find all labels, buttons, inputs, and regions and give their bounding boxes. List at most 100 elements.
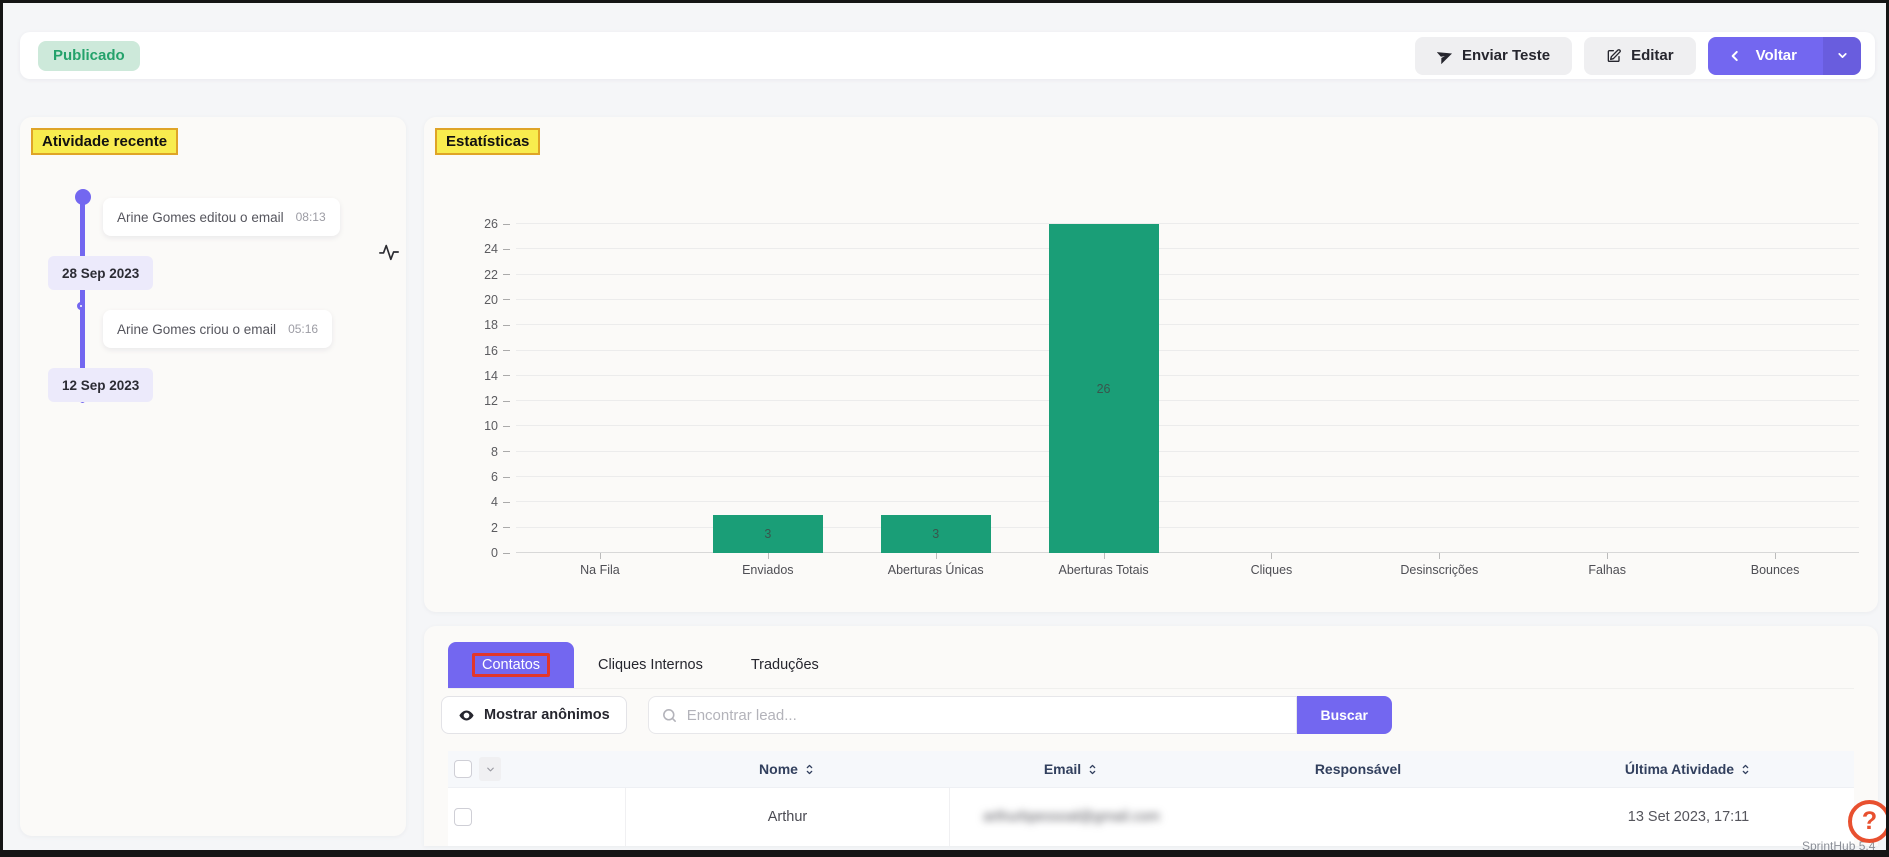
y-axis-tick: 2 xyxy=(476,521,510,535)
x-axis-label: Bounces xyxy=(1750,563,1800,577)
back-label: Voltar xyxy=(1755,47,1797,64)
chart-slot-aberturas-totais: 26 Aberturas Totais xyxy=(1020,224,1188,577)
table-row[interactable]: Arthur arthurbpessoal@gmail.com 13 Set 2… xyxy=(448,788,1854,846)
x-axis-label: Aberturas Totais xyxy=(1058,563,1149,577)
y-axis-tick: 10 xyxy=(476,419,510,433)
chart-slot-aberturas-únicas: 3 Aberturas Únicas xyxy=(852,224,1020,577)
x-axis-tick xyxy=(599,553,601,559)
x-axis-tick xyxy=(1271,553,1273,559)
chevron-down-icon xyxy=(1836,49,1849,62)
column-header-label: Nome xyxy=(759,761,798,777)
row-select-cell xyxy=(448,788,625,846)
back-dropdown-button[interactable] xyxy=(1823,36,1861,75)
column-header-label: Última Atividade xyxy=(1624,761,1735,777)
chart-gridline xyxy=(516,374,1859,376)
select-all-checkbox[interactable] xyxy=(454,760,472,778)
activity-event-time: 08:13 xyxy=(295,210,326,224)
y-axis-tick: 12 xyxy=(476,394,510,408)
activity-event-card: Arine Gomes criou o email 05:16 xyxy=(103,310,333,348)
chevron-left-icon xyxy=(1728,49,1742,63)
y-axis-tick: 22 xyxy=(476,268,510,282)
tab-traduções[interactable]: Traduções xyxy=(750,657,819,673)
app-version-label: SprintHub 5.4 xyxy=(1802,839,1876,853)
chart-slot-falhas: Falhas xyxy=(1523,224,1691,577)
column-header-label: Email xyxy=(1043,761,1082,777)
y-axis-tick: 8 xyxy=(476,445,510,459)
x-axis-label: Falhas xyxy=(1588,563,1626,577)
timeline-dot-filled xyxy=(75,189,91,205)
chart-gridline xyxy=(516,298,1859,300)
edit-icon xyxy=(1606,48,1622,64)
search-button[interactable]: Buscar xyxy=(1296,696,1392,734)
bar-value-label: 3 xyxy=(932,527,940,542)
bar-aberturas-totais: 26 xyxy=(1048,224,1159,553)
chart-slot-desinscrições: Desinscrições xyxy=(1355,224,1523,577)
tab-cliques-internos[interactable]: Cliques Internos xyxy=(598,657,703,673)
y-axis-tick: 4 xyxy=(476,495,510,509)
chart-gridline xyxy=(516,223,1859,224)
row-checkbox[interactable] xyxy=(454,808,472,826)
edit-label: Editar xyxy=(1631,47,1674,64)
activity-event-text: Arine Gomes editou o email xyxy=(117,209,284,225)
edit-button[interactable]: Editar xyxy=(1584,36,1696,75)
chart-gridline xyxy=(516,526,1859,528)
timeline-date-badge: 28 Sep 2023 xyxy=(48,256,154,290)
y-axis-tick: 20 xyxy=(476,293,510,307)
statistics-panel: Estatísticas 0 2 4 6 8 10 12 14 16 18 20 22 24 26 Na … xyxy=(424,117,1878,612)
cell-nome: Arthur xyxy=(625,788,950,846)
bar-chart: 0 2 4 6 8 10 12 14 16 18 20 22 24 26 Na Fila 3 Enviados… xyxy=(484,217,1859,577)
column-header-email[interactable]: Email xyxy=(950,761,1193,777)
chart-slot-bounces: Bounces xyxy=(1691,224,1859,577)
statistics-panel-title: Estatísticas xyxy=(435,128,541,155)
activity-pulse-icon xyxy=(378,241,400,268)
send-test-label: Enviar Teste xyxy=(1461,47,1551,64)
bar-value-label: 3 xyxy=(764,527,772,542)
select-all-cell xyxy=(448,757,625,781)
contacts-panel: Contatos Cliques Internos Traduções Mostra… xyxy=(424,626,1878,846)
column-header-label: Responsável xyxy=(1314,761,1402,777)
x-axis-label: Na Fila xyxy=(580,563,620,577)
x-axis-label: Enviados xyxy=(742,563,794,577)
help-button[interactable]: ? xyxy=(1848,800,1886,843)
x-axis-tick xyxy=(935,553,937,559)
contacts-table: Nome Email Responsável Última Atividade Art… xyxy=(448,751,1854,846)
select-menu-caret[interactable] xyxy=(479,757,501,781)
chart-gridline xyxy=(516,248,1859,250)
activity-event-text: Arine Gomes criou o email xyxy=(117,321,277,337)
y-axis-tick: 14 xyxy=(476,369,510,383)
blurred-email-text: arthurbpessoal@gmail.com xyxy=(983,809,1160,825)
annotation-red-box: Contatos xyxy=(472,653,551,677)
chart-gridline xyxy=(516,349,1859,351)
chart-slot-enviados: 3 Enviados xyxy=(684,224,852,577)
column-header-última-atividade[interactable]: Última Atividade xyxy=(1523,761,1854,777)
y-axis-tick: 26 xyxy=(476,217,510,231)
bar-enviados: 3 xyxy=(712,515,823,553)
chart-gridline xyxy=(516,450,1859,452)
tab-contatos[interactable]: Contatos xyxy=(448,642,575,688)
send-test-button[interactable]: Enviar Teste xyxy=(1414,36,1573,75)
eye-icon xyxy=(458,707,475,724)
chart-slot-cliques: Cliques xyxy=(1188,224,1356,577)
activity-event-time: 05:16 xyxy=(288,322,319,336)
chart-gridline xyxy=(516,501,1859,503)
bar-chart-grid: 0 2 4 6 8 10 12 14 16 18 20 22 24 26 xyxy=(484,217,1859,560)
chart-gridline xyxy=(516,476,1859,478)
back-split-button: Voltar xyxy=(1707,36,1861,75)
column-header-nome[interactable]: Nome xyxy=(625,761,950,777)
search-input[interactable] xyxy=(686,706,1284,724)
show-anonymous-button[interactable]: Mostrar anônimos xyxy=(441,696,627,734)
bar-aberturas-únicas: 3 xyxy=(880,515,991,553)
x-axis-label: Aberturas Únicas xyxy=(887,563,984,577)
search-icon xyxy=(661,707,678,724)
activity-panel-title: Atividade recente xyxy=(31,128,179,155)
chart-gridline xyxy=(516,324,1859,326)
bar-value-label: 26 xyxy=(1096,381,1111,396)
bar-chart-slots: Na Fila 3 Enviados 3 Aberturas Únicas 26 Abert… xyxy=(516,224,1859,577)
sort-icon xyxy=(1742,764,1749,775)
chart-gridline xyxy=(516,425,1859,427)
back-button[interactable]: Voltar xyxy=(1707,36,1823,75)
show-anonymous-label: Mostrar anônimos xyxy=(484,707,610,723)
cell-email: arthurbpessoal@gmail.com xyxy=(950,788,1193,846)
chart-slot-na-fila: Na Fila xyxy=(516,224,684,577)
